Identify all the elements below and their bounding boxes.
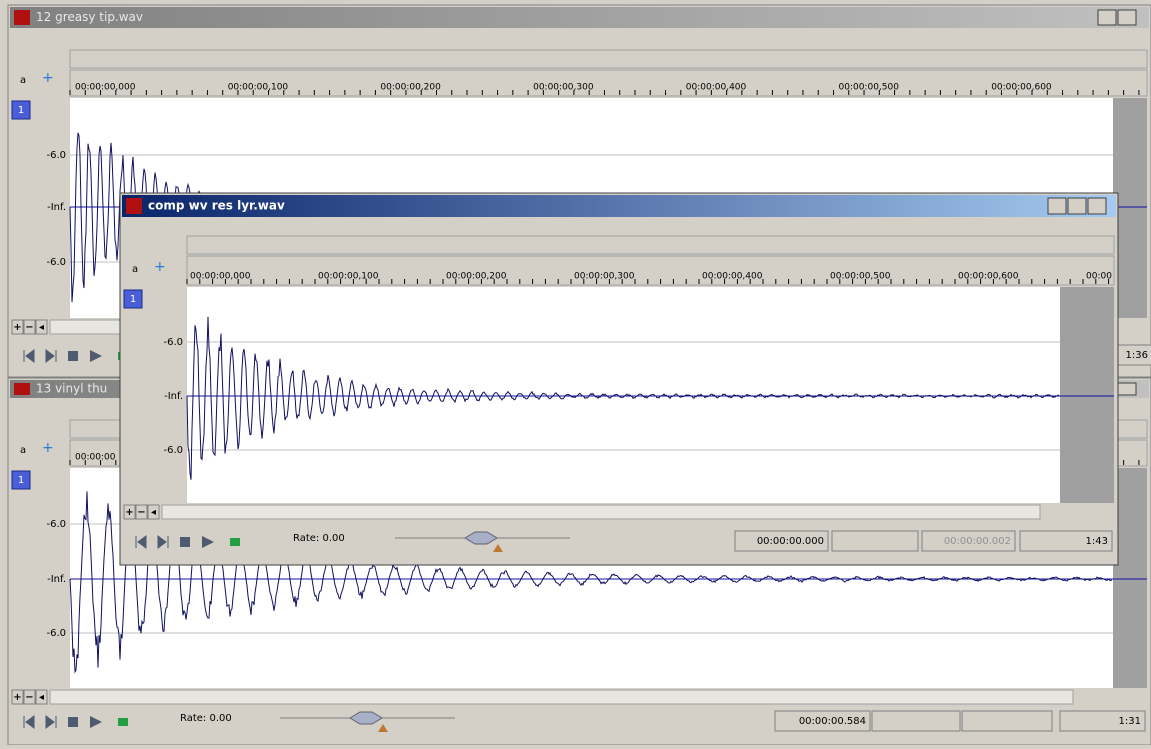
level-label: -Inf.	[164, 391, 183, 402]
window-close-button[interactable]	[1088, 198, 1106, 214]
lock-icon: a	[132, 264, 138, 275]
window-icon	[14, 383, 30, 395]
stop-button[interactable]	[68, 351, 78, 361]
ruler-label: 00:00:00,600	[991, 83, 1052, 93]
window-title: comp wv res lyr.wav	[148, 199, 285, 213]
time-value: 00:00:00.584	[799, 716, 866, 727]
level-label: -6.0	[163, 445, 183, 456]
time-field	[832, 531, 918, 551]
title-bar	[10, 7, 1149, 28]
level-label: -6.0	[163, 337, 183, 348]
zoom-glyph: +	[125, 507, 133, 518]
ruler-label: 00:00:00,400	[686, 83, 747, 93]
ruler-label: 00:00:00,500	[830, 272, 891, 282]
ruler-label: 00:00:00	[75, 453, 116, 463]
stop-button[interactable]	[68, 717, 78, 727]
rate-label: Rate: 0.00	[180, 713, 232, 724]
lock-icon: a	[20, 445, 26, 456]
window-min-button[interactable]	[1098, 10, 1116, 25]
ruler-label: 00:00:00,000	[75, 83, 136, 93]
zoom-glyph: ◂	[151, 507, 156, 518]
ruler-label: 00:00:00,000	[190, 272, 251, 282]
overview-bar	[70, 50, 1147, 68]
ruler-label: 00:00:00,200	[446, 272, 507, 282]
loop-button[interactable]	[118, 718, 128, 726]
window-max-button[interactable]	[1118, 383, 1136, 395]
snap-icon: +	[42, 440, 54, 456]
zoom-glyph: −	[25, 692, 33, 703]
ruler-label: 00:00:00,600	[958, 272, 1019, 282]
time-value: 1:31	[1119, 716, 1141, 727]
time-field	[962, 711, 1052, 731]
scrollbar	[50, 690, 1073, 704]
zoom-glyph: ◂	[39, 692, 44, 703]
ruler-label: 00:00:00,500	[839, 83, 900, 93]
ruler-label: 00:00:00,300	[574, 272, 635, 282]
level-label: -6.0	[46, 628, 66, 639]
lock-icon: a	[20, 75, 26, 86]
level-label: -Inf.	[47, 574, 66, 585]
zoom-glyph: −	[137, 507, 145, 518]
level-label: -6.0	[46, 257, 66, 268]
window-min-button[interactable]	[1048, 198, 1066, 214]
stop-button[interactable]	[180, 537, 190, 547]
zoom-glyph: −	[25, 322, 33, 333]
level-label: -6.0	[46, 519, 66, 530]
ruler-label: 00:00:00,100	[228, 83, 289, 93]
window-max-button[interactable]	[1068, 198, 1086, 214]
time-field	[872, 711, 960, 731]
loop-button[interactable]	[230, 538, 240, 546]
screen: 12 greasy tip.wav 00:00:00,000 00:00:00,10…	[0, 0, 1151, 745]
channel-label: 1	[18, 475, 24, 486]
level-label: -Inf.	[47, 202, 66, 213]
time-value: 1:36	[1126, 350, 1148, 361]
zoom-glyph: ◂	[39, 322, 44, 333]
channel-label: 1	[130, 294, 136, 305]
wave-end	[1060, 287, 1114, 503]
zoom-glyph: +	[13, 322, 21, 333]
audio-window: comp wv res lyr.wav 00:00:00,000 00:00:00,…	[120, 193, 1118, 565]
channel-label: 1	[18, 105, 24, 116]
level-label: -6.0	[46, 150, 66, 161]
window-icon	[126, 198, 142, 214]
window-title: 13 vinyl thu	[36, 382, 107, 396]
window-max-button[interactable]	[1118, 10, 1136, 25]
window-title: 12 greasy tip.wav	[36, 10, 143, 24]
zoom-glyph: +	[13, 692, 21, 703]
snap-icon: +	[154, 259, 166, 275]
ruler-label: 00:00:00,200	[380, 83, 441, 93]
time-value: 00:00:00.000	[757, 536, 824, 547]
ruler-label: 00:00:00,100	[318, 272, 379, 282]
window-icon	[14, 10, 30, 25]
ruler-label: 00:00:00,400	[702, 272, 763, 282]
scrollbar	[162, 505, 1040, 519]
time-value: 00:00:00.002	[944, 536, 1011, 547]
ruler-label: 00:00	[1086, 272, 1112, 282]
ruler-label: 00:00:00,300	[533, 83, 594, 93]
rate-label: Rate: 0.00	[293, 533, 345, 544]
overview-bar	[187, 236, 1114, 254]
snap-icon: +	[42, 70, 54, 86]
time-value: 1:43	[1086, 536, 1108, 547]
